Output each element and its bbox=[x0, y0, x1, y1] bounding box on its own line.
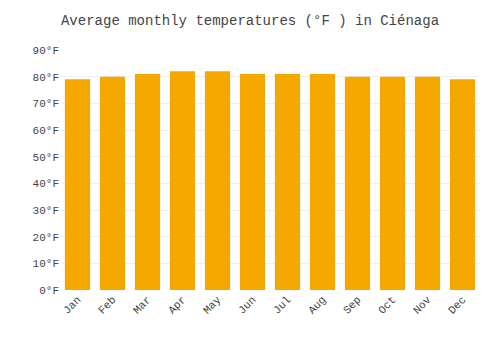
svg-text:0°F: 0°F bbox=[39, 285, 59, 297]
svg-text:Aug: Aug bbox=[306, 294, 328, 316]
svg-text:10°F: 10°F bbox=[33, 258, 59, 270]
svg-text:Nov: Nov bbox=[411, 294, 434, 317]
svg-text:Feb: Feb bbox=[96, 294, 118, 316]
svg-text:40°F: 40°F bbox=[33, 178, 59, 190]
svg-text:70°F: 70°F bbox=[33, 98, 59, 110]
svg-text:90°F: 90°F bbox=[33, 45, 59, 57]
svg-text:Jun: Jun bbox=[236, 294, 258, 316]
svg-text:Apr: Apr bbox=[166, 294, 188, 316]
svg-text:May: May bbox=[201, 294, 224, 317]
svg-text:Oct: Oct bbox=[376, 294, 398, 316]
svg-text:Jul: Jul bbox=[271, 294, 293, 316]
svg-text:50°F: 50°F bbox=[33, 152, 59, 164]
svg-text:Sep: Sep bbox=[341, 294, 363, 316]
svg-text:Mar: Mar bbox=[131, 294, 153, 316]
svg-text:80°F: 80°F bbox=[33, 72, 59, 84]
svg-text:20°F: 20°F bbox=[33, 232, 59, 244]
svg-text:Average monthly temperatures (: Average monthly temperatures (°F ) in Ci… bbox=[61, 13, 439, 29]
svg-text:60°F: 60°F bbox=[33, 125, 59, 137]
svg-text:Jan: Jan bbox=[61, 294, 83, 316]
svg-text:30°F: 30°F bbox=[33, 205, 59, 217]
svg-text:Dec: Dec bbox=[446, 294, 468, 316]
